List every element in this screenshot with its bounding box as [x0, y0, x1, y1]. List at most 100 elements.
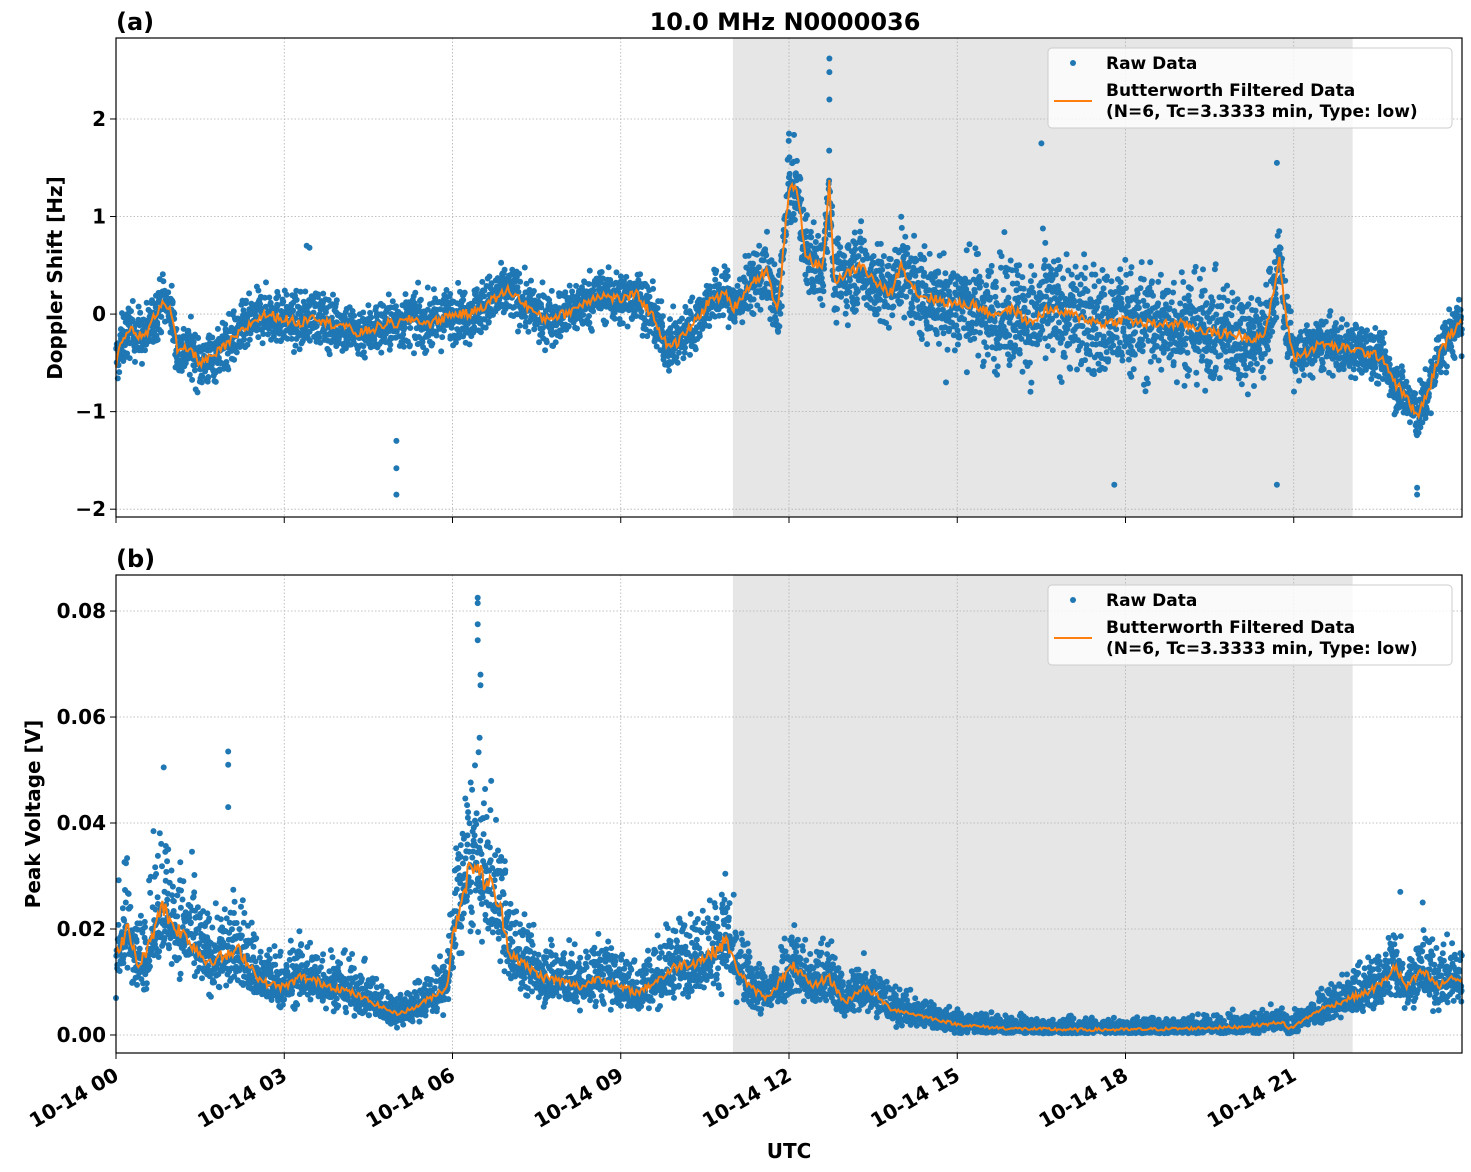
- raw-data-point: [1267, 265, 1274, 272]
- raw-data-point: [243, 297, 249, 304]
- raw-data-point: [1137, 285, 1144, 292]
- raw-data-point: [706, 323, 713, 330]
- raw-data-point: [963, 369, 970, 376]
- raw-data-point: [1092, 325, 1099, 332]
- raw-data-point: [1192, 263, 1199, 270]
- raw-data-point: [1301, 372, 1307, 379]
- raw-data-point: [757, 306, 764, 313]
- raw-data-point: [1147, 358, 1154, 365]
- raw-data-point: [1020, 285, 1027, 292]
- raw-data-point: [898, 299, 904, 306]
- raw-data-point: [580, 311, 587, 318]
- raw-data-point: [557, 333, 564, 340]
- raw-data-point: [315, 291, 322, 298]
- raw-data-point: [1147, 259, 1154, 266]
- raw-data-point: [116, 369, 123, 376]
- raw-data-point: [246, 290, 253, 297]
- raw-data-point: [909, 304, 916, 311]
- raw-data-point: [1042, 355, 1049, 362]
- raw-data-point: [1238, 381, 1245, 388]
- raw-data-point: [1007, 257, 1014, 264]
- raw-data-point: [407, 325, 414, 331]
- raw-data-point: [1019, 274, 1026, 281]
- raw-data-point: [1060, 275, 1067, 282]
- raw-data-point: [793, 157, 800, 164]
- raw-data-point: [1092, 271, 1099, 278]
- raw-data-point: [1123, 285, 1129, 291]
- raw-data-point: [739, 319, 746, 326]
- raw-data-point: [778, 303, 785, 310]
- raw-data-point: [240, 307, 247, 314]
- raw-data-point: [429, 340, 436, 347]
- raw-data-point: [1248, 295, 1255, 301]
- raw-data-point: [975, 352, 982, 359]
- raw-data-point: [807, 228, 814, 235]
- raw-data-point: [1061, 354, 1068, 360]
- raw-data-point: [1212, 364, 1219, 371]
- raw-data-point: [129, 316, 136, 323]
- raw-data-point: [911, 232, 918, 239]
- raw-data-point: [1353, 323, 1360, 330]
- raw-data-point: [178, 367, 185, 374]
- raw-data-point: [1184, 372, 1191, 379]
- raw-data-point: [169, 298, 176, 305]
- raw-data-point: [994, 363, 1001, 370]
- raw-data-point: [310, 295, 317, 302]
- raw-data-point: [1339, 316, 1346, 323]
- raw-data-point: [460, 297, 467, 303]
- raw-data-point: [198, 379, 205, 386]
- raw-data-point: [1135, 304, 1142, 311]
- raw-data-point: [1145, 337, 1152, 344]
- raw-data-point: [826, 147, 833, 154]
- raw-data-point: [1131, 351, 1138, 358]
- raw-data-point: [1343, 321, 1350, 328]
- raw-data-point: [137, 309, 144, 316]
- raw-data-point: [682, 344, 688, 351]
- raw-data-point: [1072, 263, 1079, 270]
- raw-data-point: [373, 304, 380, 311]
- raw-data-point: [1091, 283, 1098, 290]
- raw-data-point: [976, 273, 983, 280]
- raw-data-point: [1329, 372, 1336, 379]
- raw-data-point: [1183, 335, 1190, 342]
- raw-data-point: [411, 350, 417, 357]
- raw-data-point: [808, 234, 815, 241]
- raw-data-point: [1000, 287, 1007, 293]
- raw-data-point: [1186, 367, 1193, 374]
- raw-data-point: [1138, 259, 1145, 266]
- raw-data-point: [1095, 278, 1102, 285]
- raw-data-point: [1082, 264, 1089, 271]
- raw-data-point: [1245, 301, 1252, 308]
- raw-data-point: [521, 264, 528, 271]
- raw-data-point: [992, 293, 999, 300]
- raw-data-point: [293, 296, 300, 303]
- raw-data-point: [992, 284, 999, 291]
- raw-data-point: [846, 289, 853, 296]
- raw-data-point: [1244, 391, 1251, 398]
- raw-data-point: [393, 303, 399, 310]
- raw-data-point: [887, 256, 894, 263]
- raw-data-point: [1150, 292, 1156, 299]
- raw-data-point: [1100, 285, 1107, 292]
- raw-data-point: [1016, 262, 1023, 269]
- raw-data-point: [659, 323, 666, 330]
- raw-data-point: [841, 253, 848, 259]
- raw-data-point: [898, 213, 905, 220]
- raw-data-point: [590, 287, 597, 294]
- raw-data-point: [1083, 342, 1090, 349]
- raw-data-point: [835, 235, 842, 242]
- raw-data-point: [966, 241, 973, 248]
- raw-data-point: [1042, 335, 1048, 342]
- raw-data-point: [1224, 282, 1231, 289]
- raw-data-point: [1158, 366, 1165, 373]
- raw-data-point: [417, 296, 424, 303]
- raw-data-point: [1170, 289, 1177, 296]
- raw-data-point: [195, 335, 202, 341]
- raw-data-point: [158, 313, 165, 320]
- raw-data-point: [351, 312, 358, 319]
- raw-data-point: [543, 339, 550, 346]
- raw-data-point: [128, 308, 134, 315]
- raw-data-point: [368, 314, 375, 321]
- raw-data-point: [1005, 294, 1012, 301]
- raw-data-point: [1284, 293, 1290, 300]
